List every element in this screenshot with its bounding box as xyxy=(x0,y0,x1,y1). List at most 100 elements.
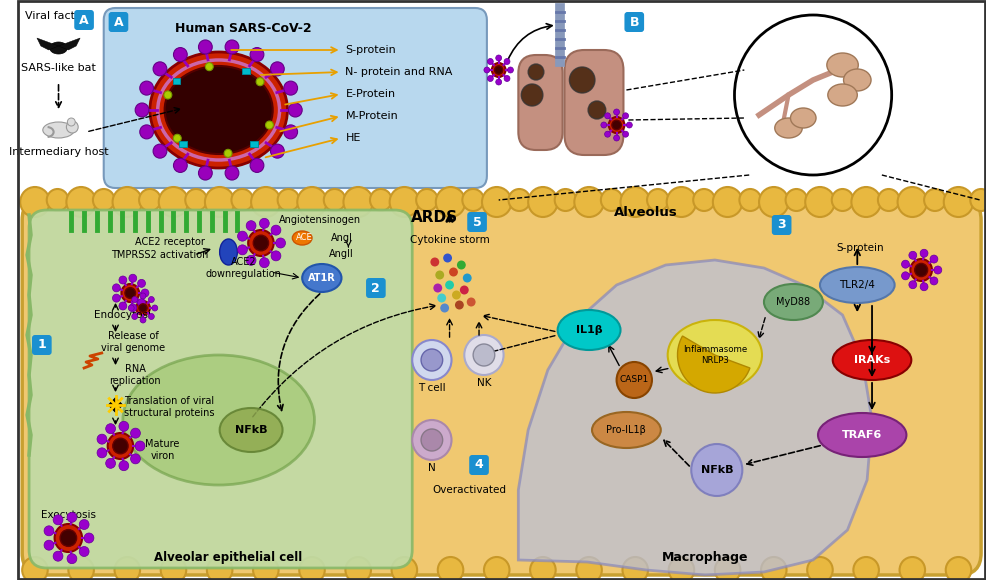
Circle shape xyxy=(270,144,284,158)
Text: 3: 3 xyxy=(777,219,786,231)
Text: HE: HE xyxy=(345,133,361,143)
Circle shape xyxy=(412,420,452,460)
Circle shape xyxy=(530,557,556,580)
Circle shape xyxy=(528,187,558,217)
Ellipse shape xyxy=(220,408,283,452)
Circle shape xyxy=(462,274,471,282)
Bar xyxy=(243,68,250,74)
Text: Intermediary host: Intermediary host xyxy=(9,147,108,157)
Bar xyxy=(179,142,187,147)
Circle shape xyxy=(574,187,603,217)
Circle shape xyxy=(138,280,146,287)
Circle shape xyxy=(205,187,235,217)
Circle shape xyxy=(205,63,213,71)
Circle shape xyxy=(253,235,268,251)
Text: NFkB: NFkB xyxy=(700,465,733,475)
Circle shape xyxy=(946,557,971,580)
Polygon shape xyxy=(58,38,80,50)
Circle shape xyxy=(250,158,264,172)
Circle shape xyxy=(612,120,621,130)
Circle shape xyxy=(924,189,946,211)
Circle shape xyxy=(97,448,106,458)
Circle shape xyxy=(224,149,232,157)
Circle shape xyxy=(459,285,468,295)
Ellipse shape xyxy=(150,52,288,168)
Circle shape xyxy=(121,284,139,302)
Circle shape xyxy=(626,122,632,128)
Circle shape xyxy=(412,340,452,380)
Text: E-Protein: E-Protein xyxy=(345,89,395,99)
Circle shape xyxy=(97,434,106,444)
Circle shape xyxy=(691,444,742,496)
Text: NK: NK xyxy=(476,378,491,388)
Text: 1: 1 xyxy=(37,339,46,351)
Circle shape xyxy=(248,230,274,256)
Circle shape xyxy=(613,109,619,115)
Text: 5: 5 xyxy=(472,216,481,229)
Circle shape xyxy=(555,189,576,211)
FancyBboxPatch shape xyxy=(469,455,489,475)
Circle shape xyxy=(119,302,127,310)
Circle shape xyxy=(909,251,917,259)
Circle shape xyxy=(740,189,761,211)
Text: IRAKs: IRAKs xyxy=(854,355,890,365)
Circle shape xyxy=(482,187,512,217)
Circle shape xyxy=(443,253,452,263)
Circle shape xyxy=(138,299,146,307)
Text: TRAF6: TRAF6 xyxy=(842,430,882,440)
Bar xyxy=(18,0,986,200)
Circle shape xyxy=(492,63,506,77)
Circle shape xyxy=(79,520,89,530)
Text: RNA
replication: RNA replication xyxy=(109,364,161,386)
Circle shape xyxy=(435,270,444,280)
Circle shape xyxy=(437,293,446,303)
Text: 2: 2 xyxy=(372,281,381,295)
Circle shape xyxy=(421,429,443,451)
Ellipse shape xyxy=(828,84,857,106)
Circle shape xyxy=(600,122,606,128)
Text: 4: 4 xyxy=(474,459,483,472)
Circle shape xyxy=(484,67,490,73)
Circle shape xyxy=(149,313,154,320)
Text: N: N xyxy=(428,463,436,473)
Text: AngII: AngII xyxy=(329,249,354,259)
Circle shape xyxy=(112,294,120,302)
Circle shape xyxy=(140,317,146,323)
Circle shape xyxy=(623,113,628,119)
Circle shape xyxy=(669,557,694,580)
Circle shape xyxy=(276,238,286,248)
Circle shape xyxy=(125,288,135,298)
Circle shape xyxy=(246,255,256,265)
Circle shape xyxy=(604,113,610,119)
Circle shape xyxy=(440,303,449,313)
Circle shape xyxy=(119,276,127,284)
Circle shape xyxy=(455,300,463,310)
FancyBboxPatch shape xyxy=(32,335,51,355)
Circle shape xyxy=(198,166,212,180)
Circle shape xyxy=(934,266,942,274)
Ellipse shape xyxy=(592,412,661,448)
Circle shape xyxy=(436,187,465,217)
Circle shape xyxy=(140,125,154,139)
Circle shape xyxy=(759,187,789,217)
Circle shape xyxy=(832,189,853,211)
Circle shape xyxy=(271,225,281,235)
FancyBboxPatch shape xyxy=(772,215,792,235)
Circle shape xyxy=(198,40,212,54)
Circle shape xyxy=(153,62,167,76)
Circle shape xyxy=(119,461,129,471)
Text: A: A xyxy=(79,13,89,27)
Circle shape xyxy=(246,220,256,231)
Circle shape xyxy=(22,557,47,580)
Circle shape xyxy=(129,304,137,312)
Text: T cell: T cell xyxy=(418,383,446,393)
Circle shape xyxy=(930,255,938,263)
Text: Viral factors: Viral factors xyxy=(25,11,92,21)
Circle shape xyxy=(107,433,133,459)
Circle shape xyxy=(897,187,927,217)
Circle shape xyxy=(271,251,281,261)
FancyBboxPatch shape xyxy=(108,12,128,32)
Text: Inflammasome
NRLP3: Inflammasome NRLP3 xyxy=(682,345,747,365)
Circle shape xyxy=(174,135,181,142)
Circle shape xyxy=(112,284,120,292)
